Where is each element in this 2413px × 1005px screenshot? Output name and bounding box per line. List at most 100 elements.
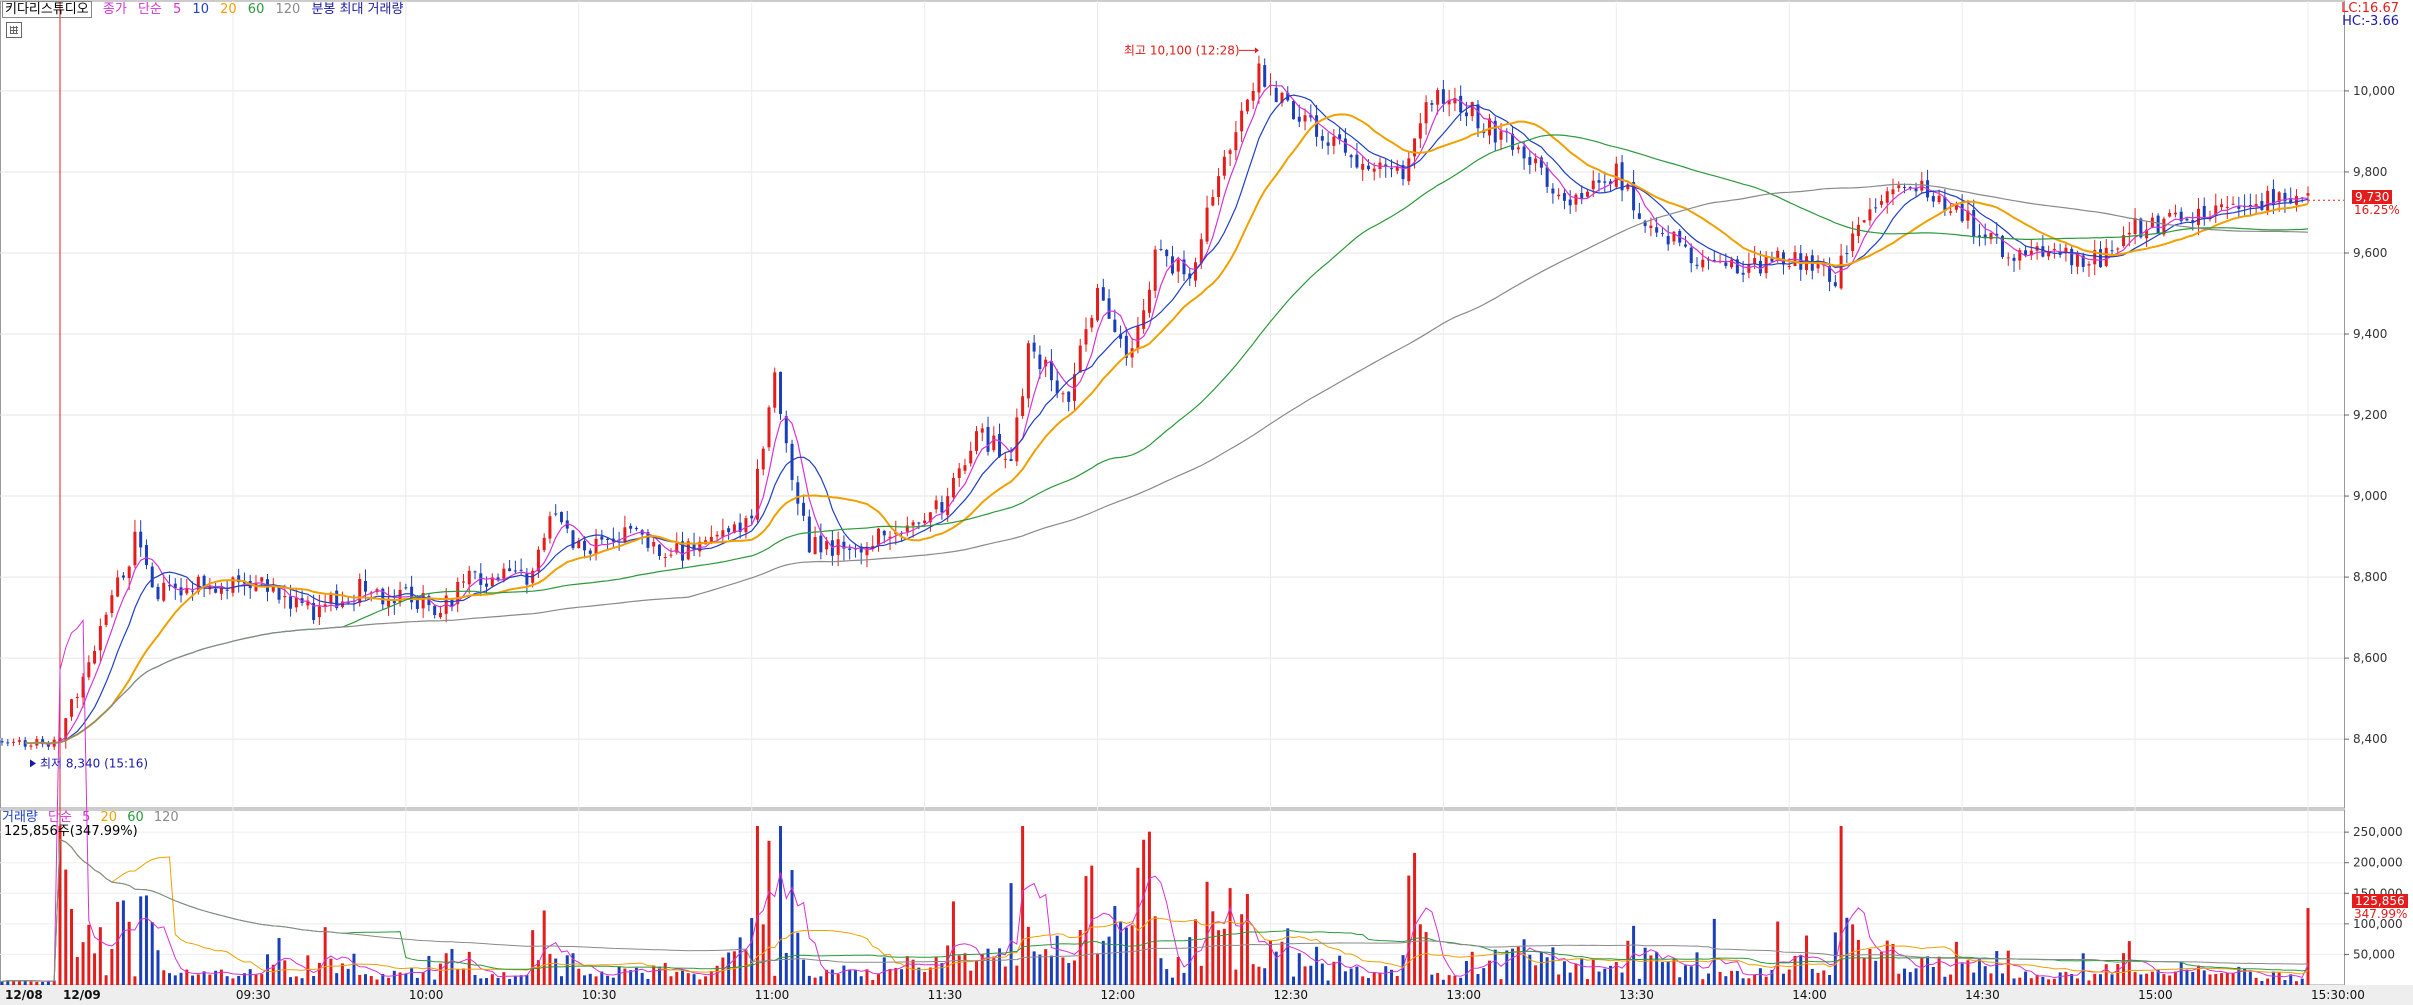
volume-bar	[1101, 940, 1105, 985]
volume-bar	[294, 976, 298, 985]
candle-body	[508, 568, 512, 572]
ma-10-label: 10	[192, 2, 209, 17]
volume-bar	[208, 974, 212, 985]
volume-bar	[554, 958, 558, 985]
volume-tick-label: 250,000	[2353, 825, 2403, 839]
volume-bar	[986, 948, 990, 985]
volume-bar	[2294, 981, 2298, 985]
candle-body	[496, 577, 500, 580]
candle-body	[992, 435, 996, 451]
volume-bar	[1862, 957, 1866, 985]
volume-bar	[1343, 971, 1347, 985]
volume-bar	[144, 895, 148, 985]
volume-bar	[1453, 975, 1457, 985]
candle-body	[1372, 168, 1376, 172]
volume-bar	[1280, 941, 1284, 985]
candle-body	[1949, 211, 1953, 213]
volume-bar	[646, 978, 650, 985]
volume-bar	[1585, 979, 1589, 985]
candle-body	[1361, 163, 1365, 170]
candle-body	[1770, 258, 1774, 262]
candle-body	[1758, 260, 1762, 274]
candle-body	[1660, 233, 1664, 235]
volume-bar	[738, 937, 742, 985]
candle-body	[779, 371, 783, 414]
candle-body	[2093, 250, 2097, 265]
volume-bar	[156, 950, 160, 985]
volume-bar	[1372, 972, 1376, 985]
candle-body	[1643, 220, 1647, 227]
volume-bar	[1464, 961, 1468, 985]
volume-tick-label: 200,000	[2353, 856, 2403, 870]
volume-bar	[1620, 972, 1624, 985]
candle-body	[1222, 156, 1226, 176]
volume-bar	[387, 977, 391, 985]
candle-body	[450, 598, 454, 607]
stock-name[interactable]: 키다리스튜디오	[2, 1, 92, 18]
volume-bar	[335, 973, 339, 985]
candle-body	[669, 554, 673, 556]
volume-bar	[1724, 976, 1728, 985]
volume-bar	[1649, 955, 1653, 985]
volume-bar	[2202, 970, 2206, 985]
volume-bar	[611, 977, 615, 985]
volume-bar	[1678, 977, 1682, 985]
volume-bar	[1960, 963, 1964, 985]
volume-bar	[1303, 966, 1307, 985]
volume-bar	[2041, 976, 2045, 985]
time-tick-label: 12:00	[1101, 988, 1136, 1002]
volume-bar	[1903, 968, 1907, 985]
volume-bar	[1044, 949, 1048, 985]
volume-bar	[1695, 952, 1699, 985]
volume-bar	[433, 979, 437, 985]
candle-body	[905, 525, 909, 532]
candle-body	[438, 612, 442, 618]
volume-bar	[2243, 968, 2247, 985]
candle-body	[871, 545, 875, 549]
volume-bar	[1845, 917, 1849, 985]
volume-bar	[2271, 971, 2275, 985]
volume-bar	[1482, 968, 1486, 985]
candle-body	[323, 604, 327, 607]
candle-body	[2156, 215, 2160, 234]
volume-bar	[1165, 969, 1169, 985]
volume-bar	[1096, 953, 1100, 985]
candle-body	[2122, 235, 2126, 246]
candle-body	[2202, 205, 2206, 218]
volume-bar	[150, 922, 154, 985]
volume-bar	[191, 975, 195, 985]
volume-bar	[1286, 928, 1290, 985]
volume-bar	[1245, 894, 1249, 985]
volume-bar	[2156, 969, 2160, 985]
candle-body	[974, 431, 978, 451]
ma-10-line	[25, 94, 2309, 744]
candle-body	[519, 569, 523, 571]
candle-body	[2116, 248, 2120, 250]
volume-bar	[1660, 962, 1664, 985]
candle-body	[392, 600, 396, 604]
candle-body	[6, 742, 10, 744]
volume-ma-5-line	[1, 619, 2309, 982]
candle-body	[1666, 236, 1670, 245]
volume-bar	[2001, 973, 2005, 985]
candle-body	[150, 566, 154, 588]
grid-toggle-icon[interactable]	[6, 22, 22, 38]
candle-body	[1343, 138, 1347, 153]
candle-body	[773, 372, 777, 408]
volume-bar	[565, 955, 569, 985]
volume-bar	[1366, 978, 1370, 985]
candle-body	[485, 583, 489, 587]
time-tick-label: 09:30	[236, 988, 271, 1002]
volume-bar	[669, 976, 673, 985]
candle-body	[1851, 233, 1855, 252]
volume-bar	[577, 968, 581, 985]
candle-body	[473, 571, 477, 573]
volume-bar	[1407, 875, 1411, 985]
volume-bar	[1170, 977, 1174, 985]
ma-60-label: 60	[247, 2, 265, 17]
volume-bar	[340, 963, 344, 985]
price-label: 종가	[102, 2, 127, 17]
volume-bar	[2098, 974, 2102, 985]
